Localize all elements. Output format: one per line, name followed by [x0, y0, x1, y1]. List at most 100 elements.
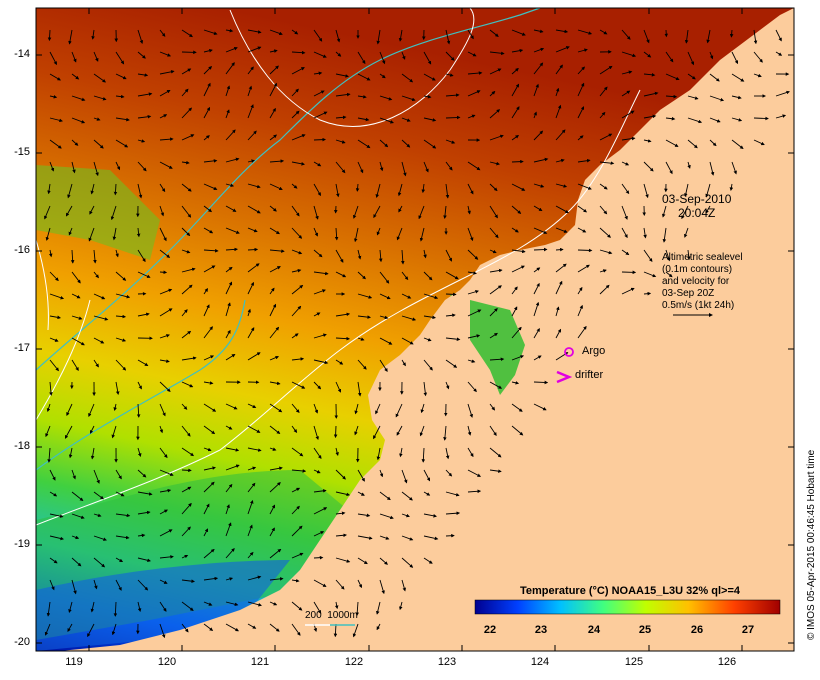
velocity-arrow [49, 359, 59, 372]
velocity-arrow [401, 139, 411, 148]
velocity-arrow [775, 29, 782, 42]
velocity-arrow [91, 29, 95, 40]
velocity-arrow [643, 271, 657, 278]
velocity-arrow [445, 381, 450, 390]
velocity-arrow [379, 491, 391, 501]
datetime-time: 20:04Z [678, 206, 716, 220]
velocity-arrow [467, 29, 474, 40]
velocity-arrow [49, 491, 58, 497]
velocity-arrow [247, 66, 254, 75]
velocity-arrow [665, 161, 673, 175]
velocity-arrow [445, 313, 456, 318]
velocity-arrow [313, 555, 324, 560]
velocity-arrow [313, 359, 329, 365]
velocity-arrow [247, 159, 255, 163]
velocity-arrow [225, 85, 231, 97]
velocity-arrow [419, 227, 425, 242]
velocity-arrow [445, 115, 461, 120]
velocity-arrow [423, 337, 432, 342]
velocity-arrow [115, 139, 129, 148]
velocity-arrow [203, 65, 213, 75]
velocity-arrow [379, 535, 390, 540]
velocity-arrow [203, 227, 214, 234]
velocity-arrow [489, 68, 502, 75]
velocity-arrow [115, 293, 131, 299]
velocity-arrow [467, 469, 481, 477]
velocity-arrow [45, 425, 51, 438]
velocity-arrow [467, 90, 481, 97]
velocity-arrow [709, 73, 720, 82]
velocity-arrow [47, 183, 51, 195]
velocity-arrow [423, 513, 437, 518]
velocity-arrow [203, 447, 212, 452]
velocity-arrow [291, 623, 301, 636]
velocity-arrow [533, 247, 548, 252]
velocity-arrow [731, 51, 739, 65]
velocity-arrow [159, 205, 165, 217]
velocity-arrow [313, 507, 328, 515]
lon-tick-label: 124 [530, 656, 550, 668]
velocity-arrow [269, 249, 285, 253]
velocity-arrow [357, 293, 373, 299]
velocity-arrow [467, 425, 472, 436]
velocity-arrow [65, 205, 73, 217]
velocity-arrow [291, 552, 304, 559]
velocity-arrow [665, 249, 671, 262]
velocity-arrow [577, 158, 591, 163]
velocity-arrow [729, 183, 734, 191]
velocity-arrow [203, 82, 211, 97]
velocity-arrow [93, 161, 99, 177]
velocity-arrow [511, 355, 525, 361]
velocity-arrow [533, 205, 543, 212]
velocity-arrow [137, 312, 150, 317]
velocity-arrow [291, 305, 302, 317]
velocity-arrow [313, 137, 326, 142]
velocity-arrow [423, 359, 433, 371]
velocity-legend-line: and velocity for [662, 276, 730, 287]
velocity-arrow [225, 227, 240, 234]
velocity-arrow [181, 468, 192, 473]
velocity-arrow [643, 91, 659, 97]
velocity-arrow [93, 469, 100, 484]
velocity-arrow [357, 51, 366, 65]
velocity-arrow [203, 355, 215, 361]
land-mass [60, 8, 794, 651]
velocity-arrow [577, 264, 590, 273]
velocity-arrow [357, 73, 371, 81]
datetime-date: 03-Sep-2010 [662, 192, 732, 206]
velocity-arrow [71, 469, 76, 480]
velocity-arrow [225, 281, 233, 295]
velocity-arrow [423, 381, 428, 397]
velocity-arrow [247, 425, 261, 433]
velocity-arrow [313, 601, 322, 614]
velocity-arrow [181, 403, 188, 410]
velocity-arrow [49, 469, 56, 481]
velocity-arrow [706, 29, 711, 44]
velocity-legend-line: 0.5m/s (1kt 24h) [662, 300, 735, 311]
velocity-arrow [467, 271, 477, 275]
velocity-arrow [247, 499, 254, 515]
velocity-arrow [533, 227, 548, 234]
velocity-arrow [71, 271, 81, 284]
velocity-arrow [68, 601, 73, 613]
drifter-label: drifter [575, 369, 604, 381]
velocity-arrow [203, 601, 213, 606]
velocity-arrow [247, 205, 261, 214]
velocity-arrow [291, 447, 304, 457]
velocity-arrow [379, 579, 385, 595]
velocity-arrow [467, 114, 476, 119]
velocity-arrow [47, 29, 52, 42]
velocity-arrow [89, 205, 95, 215]
velocity-arrow [379, 95, 393, 101]
velocity-arrow [357, 337, 365, 341]
velocity-arrow [467, 359, 476, 363]
velocity-arrow [643, 227, 647, 239]
velocity-arrow [489, 285, 502, 295]
velocity-arrow [46, 601, 51, 617]
velocity-arrow [555, 129, 566, 141]
velocity-arrow [247, 29, 262, 34]
velocity-arrow [533, 403, 547, 411]
velocity-arrow [247, 104, 254, 119]
velocity-arrow [313, 469, 321, 474]
velocity-arrow [203, 623, 214, 631]
